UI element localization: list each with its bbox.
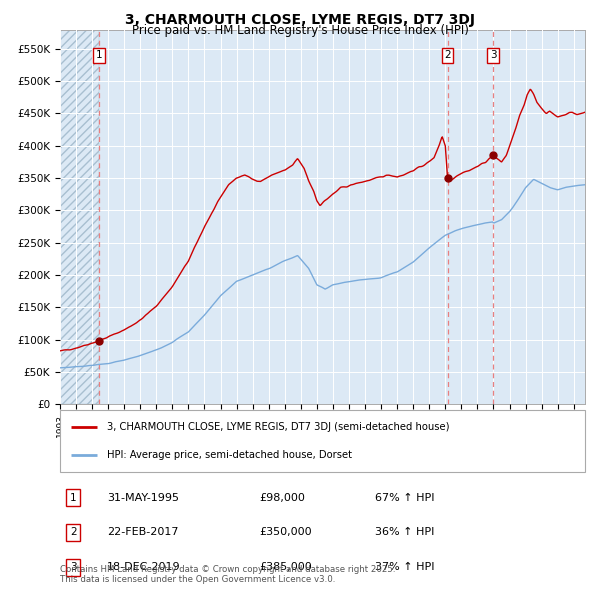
Text: £98,000: £98,000	[260, 493, 305, 503]
Text: £350,000: £350,000	[260, 527, 312, 537]
Text: 1: 1	[95, 50, 102, 60]
Text: 36% ↑ HPI: 36% ↑ HPI	[375, 527, 434, 537]
Text: 22-FEB-2017: 22-FEB-2017	[107, 527, 179, 537]
FancyBboxPatch shape	[60, 410, 585, 472]
Text: Contains HM Land Registry data © Crown copyright and database right 2025.
This d: Contains HM Land Registry data © Crown c…	[60, 565, 395, 584]
Text: 37% ↑ HPI: 37% ↑ HPI	[375, 562, 434, 572]
Bar	[60, 30, 99, 404]
Text: 3: 3	[490, 50, 496, 60]
Text: £385,000: £385,000	[260, 562, 312, 572]
Text: 3, CHARMOUTH CLOSE, LYME REGIS, DT7 3DJ (semi-detached house): 3, CHARMOUTH CLOSE, LYME REGIS, DT7 3DJ …	[107, 422, 450, 432]
Bar	[60, 30, 99, 404]
Text: 3, CHARMOUTH CLOSE, LYME REGIS, DT7 3DJ: 3, CHARMOUTH CLOSE, LYME REGIS, DT7 3DJ	[125, 13, 475, 27]
Text: 2: 2	[444, 50, 451, 60]
Text: 18-DEC-2019: 18-DEC-2019	[107, 562, 181, 572]
Text: HPI: Average price, semi-detached house, Dorset: HPI: Average price, semi-detached house,…	[107, 450, 352, 460]
Text: 31-MAY-1995: 31-MAY-1995	[107, 493, 179, 503]
Text: 1: 1	[70, 493, 76, 503]
Text: 3: 3	[70, 562, 76, 572]
Text: Price paid vs. HM Land Registry's House Price Index (HPI): Price paid vs. HM Land Registry's House …	[131, 24, 469, 37]
Text: 67% ↑ HPI: 67% ↑ HPI	[375, 493, 434, 503]
Text: 2: 2	[70, 527, 76, 537]
